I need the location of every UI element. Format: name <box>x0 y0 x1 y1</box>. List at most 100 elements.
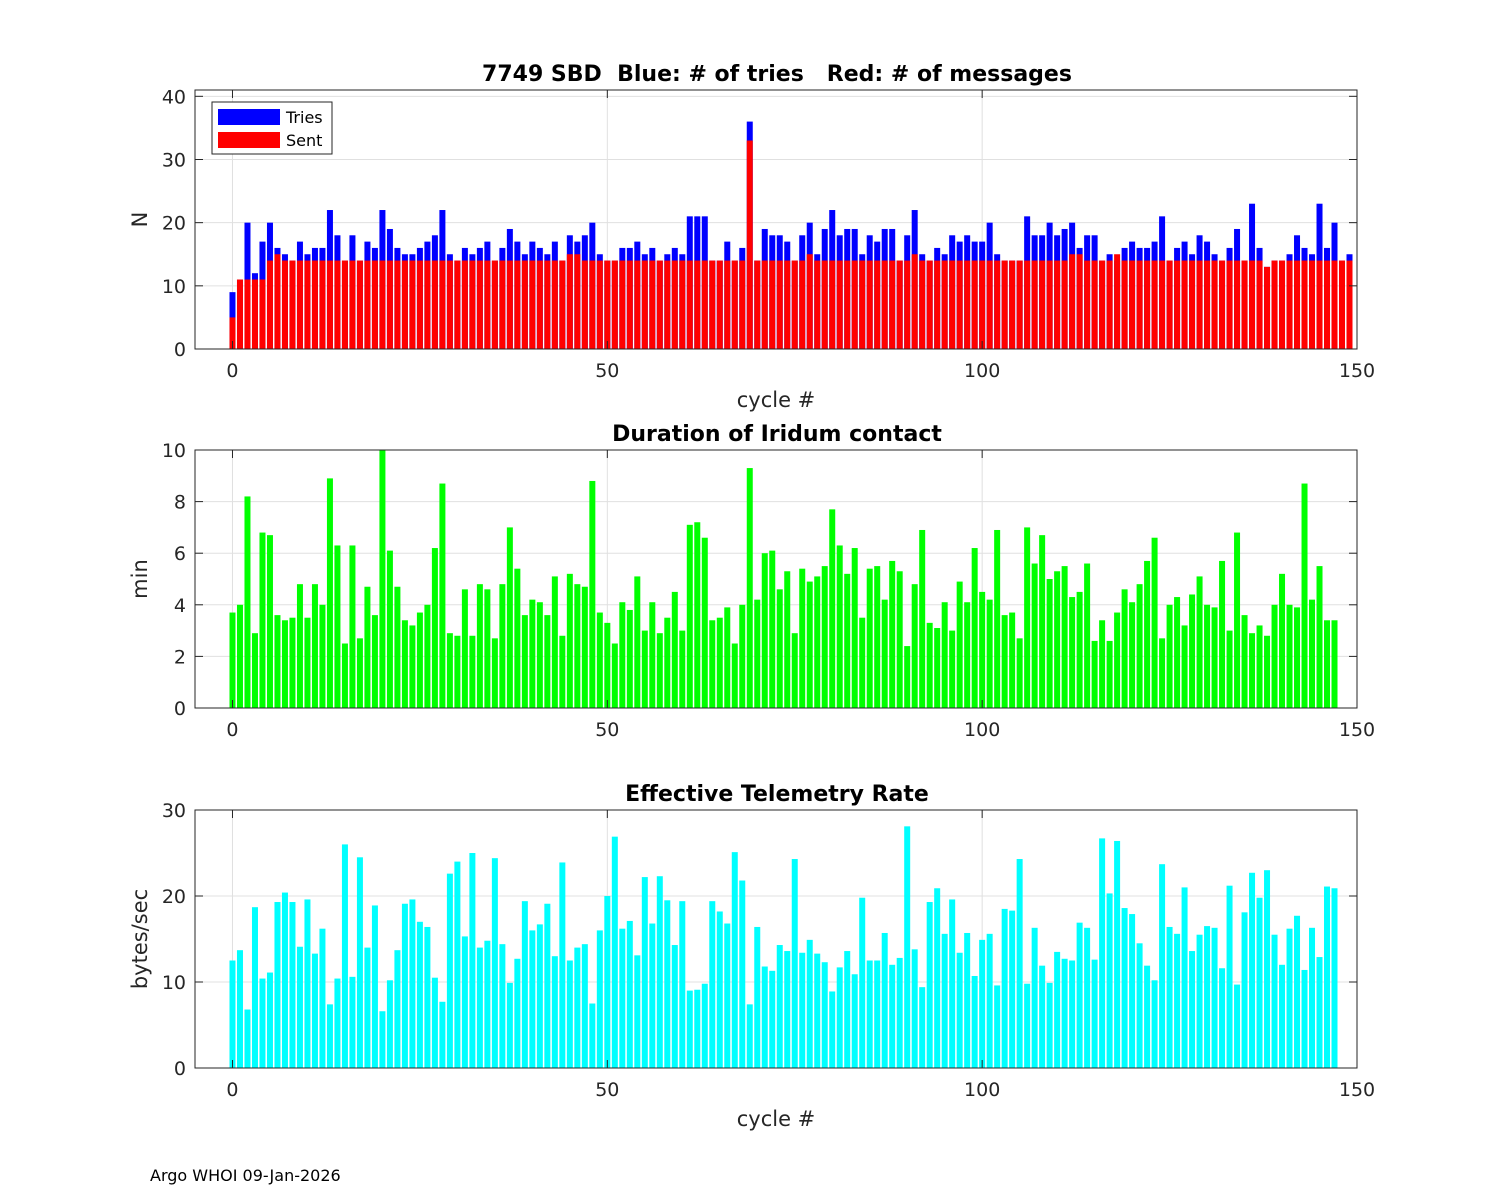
sent-bar <box>484 260 491 349</box>
rate-bar <box>1016 859 1023 1068</box>
duration-bar <box>956 581 963 708</box>
sent-bar <box>1144 260 1151 349</box>
sent-bar <box>1121 260 1128 349</box>
duration-bar <box>484 589 491 708</box>
rate-bar <box>1174 933 1181 1068</box>
duration-bar <box>1076 591 1083 708</box>
rate-bar <box>619 928 626 1068</box>
sent-bar <box>941 260 948 349</box>
duration-bar <box>349 545 356 708</box>
sent-bar <box>461 260 468 349</box>
rate-bar <box>934 888 941 1068</box>
x-tick-label: 0 <box>226 1079 238 1101</box>
sent-bar <box>611 260 618 349</box>
sent-bar <box>799 260 806 349</box>
rate-bar <box>859 897 866 1068</box>
sent-bar <box>1219 260 1226 349</box>
rate-bar <box>956 952 963 1068</box>
rate-bar <box>656 876 663 1068</box>
rate-bar <box>566 960 573 1068</box>
sent-bar <box>1099 260 1106 349</box>
rate-bar <box>1234 984 1241 1068</box>
sent-bar <box>536 260 543 349</box>
sent-bar <box>274 254 281 349</box>
legend-swatch-tries <box>218 109 280 125</box>
sent-bar <box>529 260 536 349</box>
duration-bar <box>829 509 836 708</box>
duration-bar <box>709 620 716 708</box>
duration-bar <box>319 604 326 708</box>
rate-bar <box>1121 908 1128 1068</box>
sent-bar <box>814 260 821 349</box>
sent-bar <box>1166 260 1173 349</box>
duration-bar <box>266 535 273 708</box>
rate-bar <box>986 933 993 1068</box>
duration-bar <box>1084 563 1091 708</box>
rate-bar <box>1136 943 1143 1068</box>
rate-bar <box>971 975 978 1068</box>
rate-bar <box>589 1003 596 1068</box>
duration-bar <box>1241 615 1248 708</box>
sent-bar <box>1151 260 1158 349</box>
duration-bar <box>919 529 926 708</box>
sent-bar <box>476 260 483 349</box>
sent-bar <box>919 260 926 349</box>
sent-bar <box>1301 260 1308 349</box>
sent-bar <box>724 260 731 349</box>
duration-bar <box>1046 579 1053 708</box>
rate-bar <box>1031 927 1038 1068</box>
sent-bar <box>1159 260 1166 349</box>
duration-bar <box>1219 560 1226 708</box>
sent-bar <box>1279 260 1286 349</box>
duration-bar <box>889 560 896 708</box>
duration-bar <box>941 602 948 708</box>
duration-bar <box>626 609 633 708</box>
duration-bar <box>1264 635 1271 708</box>
duration-bar <box>1294 607 1301 708</box>
rate-bar <box>499 944 506 1068</box>
rate-bar <box>281 892 288 1068</box>
duration-bar <box>416 612 423 708</box>
rate-bar <box>1091 959 1098 1068</box>
sent-bar <box>776 260 783 349</box>
duration-bar <box>769 550 776 708</box>
sent-bar <box>506 260 513 349</box>
duration-bar <box>304 617 311 708</box>
rate-bar <box>401 903 408 1068</box>
duration-bar <box>379 450 386 708</box>
rate-bar <box>1009 910 1016 1068</box>
duration-bar <box>986 599 993 708</box>
duration-bar <box>1279 573 1286 708</box>
sent-bar <box>1256 260 1263 349</box>
sent-bar <box>956 260 963 349</box>
sent-bar <box>746 140 753 349</box>
rate-bar <box>1024 983 1031 1068</box>
duration-bar <box>1256 625 1263 708</box>
rate-bar <box>821 962 828 1068</box>
sent-bar <box>349 260 356 349</box>
rate-bar <box>596 930 603 1068</box>
rate-bar <box>1069 960 1076 1068</box>
rate-bar <box>326 1004 333 1068</box>
sent-bar <box>364 260 371 349</box>
rate-bar <box>1324 886 1331 1068</box>
sent-bar <box>986 260 993 349</box>
duration-bar <box>641 630 648 708</box>
rate-bar <box>1061 958 1068 1068</box>
rate-bar <box>461 936 468 1068</box>
legend-label-tries: Tries <box>285 108 323 127</box>
rate-bar <box>754 926 761 1068</box>
sent-bar <box>431 260 438 349</box>
duration-bar <box>724 607 731 708</box>
rate-bar <box>304 899 311 1068</box>
duration-bar <box>881 599 888 708</box>
duration-bar <box>971 548 978 708</box>
sent-bar <box>326 260 333 349</box>
rate-bar <box>529 930 536 1068</box>
duration-bar <box>1196 576 1203 708</box>
rate-bar <box>1039 965 1046 1068</box>
sent-bar <box>851 260 858 349</box>
duration-bar <box>1204 604 1211 708</box>
duration-bar <box>1226 630 1233 708</box>
sent-bar <box>1084 260 1091 349</box>
